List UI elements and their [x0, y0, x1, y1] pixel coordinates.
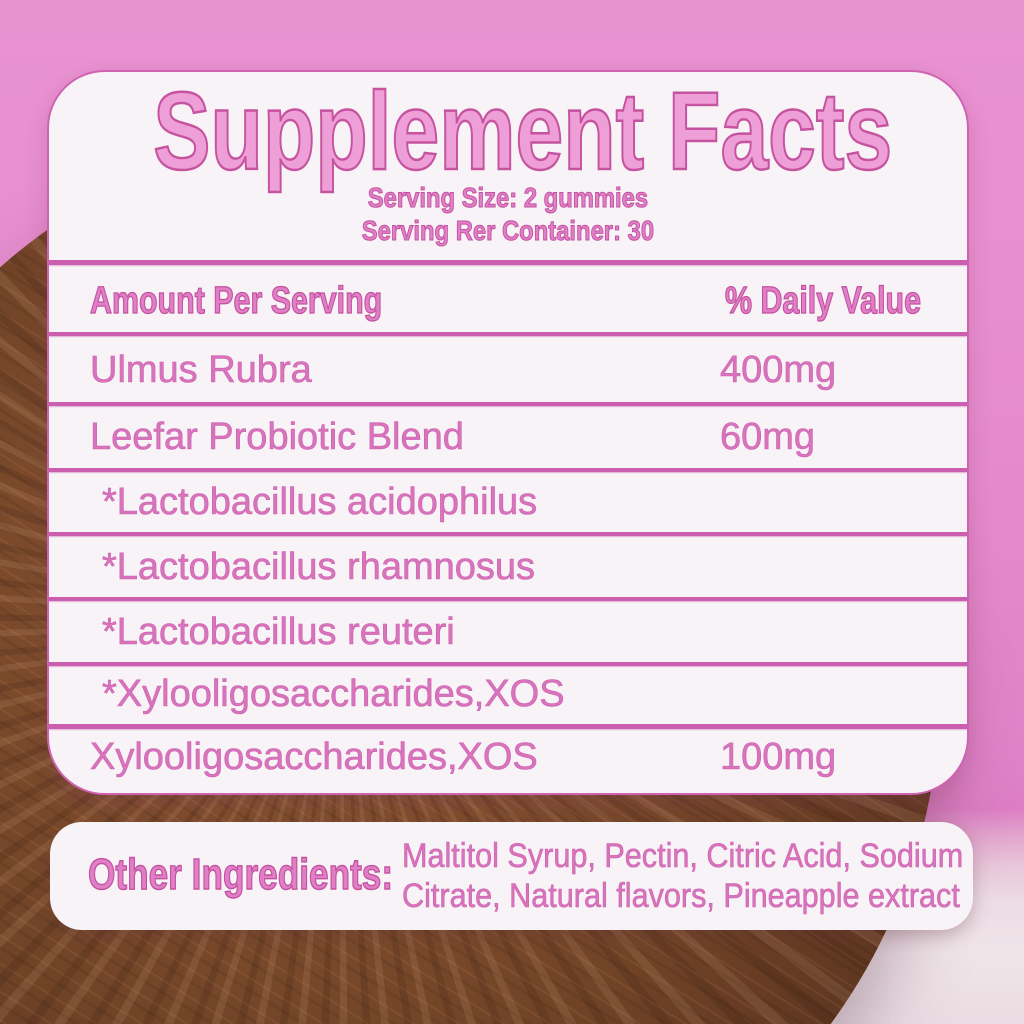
divider: [49, 402, 967, 406]
column-header-daily-value: % Daily Value: [724, 280, 921, 322]
divider: [49, 662, 967, 666]
supplement-facts-panel: Supplement Facts Serving Size: 2 gummies…: [47, 70, 969, 795]
other-ingredients-panel: Other Ingredients: Maltitol Syrup, Pecti…: [50, 822, 973, 930]
divider: [49, 724, 967, 729]
divider: [49, 260, 967, 265]
divider: [49, 597, 967, 601]
page-title: Supplement Facts: [152, 70, 893, 193]
divider: [49, 532, 967, 536]
serving-per-container: Serving Rer Container: 30: [361, 215, 655, 246]
table-row: Leefar Probiotic Blend 60mg: [90, 416, 816, 458]
other-ingredients-text: Maltitol Syrup, Pectin, Citric Acid, Sod…: [402, 836, 964, 916]
table-row: Xylooligosaccharides,XOS 100mg: [90, 736, 837, 778]
ingredients-line: Maltitol Syrup, Pectin, Citric Acid, Sod…: [402, 837, 964, 876]
serving-size: Serving Size: 2 gummies: [367, 182, 649, 213]
table-row: *Lactobacillus rhamnosus: [102, 546, 536, 588]
table-row: *Lactobacillus acidophilus: [102, 481, 538, 523]
column-header-amount: Amount Per Serving: [89, 280, 383, 322]
ingredients-line: Citrate, Natural flavors, Pineapple extr…: [402, 877, 960, 916]
table-row: *Lactobacillus reuteri: [102, 611, 455, 653]
table-row: *Xylooligosaccharides,XOS: [102, 673, 565, 715]
divider: [49, 332, 967, 336]
divider: [49, 468, 967, 472]
table-row: Ulmus Rubra 400mg: [90, 349, 837, 391]
other-ingredients-label: Other Ingredients:: [87, 850, 394, 899]
